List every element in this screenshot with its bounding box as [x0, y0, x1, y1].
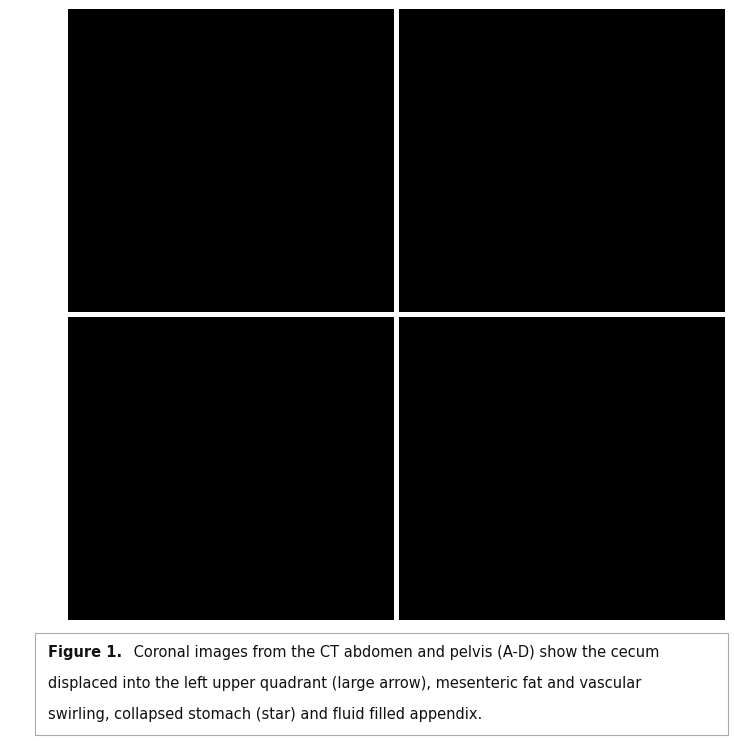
- Text: Figure 1.: Figure 1.: [48, 645, 122, 660]
- Text: displaced into the left upper quadrant (large arrow), mesenteric fat and vascula: displaced into the left upper quadrant (…: [48, 677, 641, 691]
- Text: Coronal images from the CT abdomen and pelvis (A-D) show the cecum: Coronal images from the CT abdomen and p…: [129, 645, 660, 660]
- Text: swirling, collapsed stomach (star) and fluid filled appendix.: swirling, collapsed stomach (star) and f…: [48, 708, 482, 722]
